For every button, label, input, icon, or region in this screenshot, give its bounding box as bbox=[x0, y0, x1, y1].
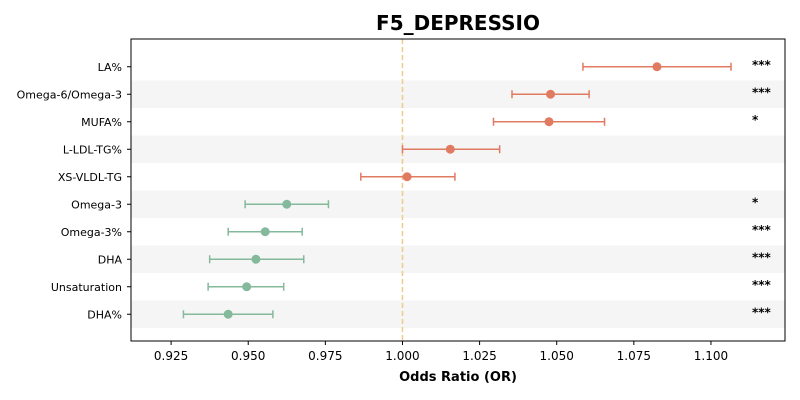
row-band bbox=[131, 80, 785, 108]
x-tick-label: 0.975 bbox=[308, 349, 342, 363]
or-point bbox=[242, 282, 252, 292]
x-tick-label: 1.050 bbox=[540, 349, 574, 363]
x-axis-label: Odds Ratio (OR) bbox=[399, 370, 517, 385]
significance-label: *** bbox=[752, 223, 772, 237]
y-tick-label: Unsaturation bbox=[51, 281, 122, 294]
or-point bbox=[546, 89, 556, 99]
y-tick-label: Omega-6/Omega-3 bbox=[17, 88, 122, 101]
y-tick-label: DHA bbox=[98, 253, 123, 266]
y-tick-label: L-LDL-TG% bbox=[63, 143, 122, 156]
y-tick-label: LA% bbox=[98, 61, 122, 74]
plot-frame bbox=[130, 38, 786, 342]
chart-title: F5_DEPRESSIO bbox=[376, 11, 540, 35]
significance-label: * bbox=[752, 195, 759, 209]
or-point bbox=[445, 144, 455, 154]
significance-label: *** bbox=[752, 278, 772, 292]
y-tick-label: Omega-3 bbox=[71, 198, 122, 211]
significance-label: *** bbox=[752, 85, 772, 99]
y-tick-label: XS-VLDL-TG bbox=[58, 171, 122, 184]
significance-label: * bbox=[752, 113, 759, 127]
or-point bbox=[402, 172, 412, 182]
significance-label: *** bbox=[752, 250, 772, 264]
significance-labels: ******************** bbox=[752, 58, 772, 320]
y-tick-label: MUFA% bbox=[81, 116, 122, 129]
y-tick-label: DHA% bbox=[87, 308, 122, 321]
row-band bbox=[131, 190, 785, 218]
or-point bbox=[652, 62, 662, 72]
data-marks bbox=[182, 62, 732, 319]
or-point bbox=[251, 254, 261, 264]
or-point bbox=[223, 309, 233, 319]
y-tick-label: Omega-3% bbox=[61, 226, 122, 239]
x-tick-label: 1.000 bbox=[385, 349, 419, 363]
or-point bbox=[260, 227, 270, 237]
x-tick-label: 1.075 bbox=[617, 349, 651, 363]
x-axis: 0.925 0.950 0.975 1.000 1.025 1.050 1.075 1.100 bbox=[154, 341, 728, 363]
x-tick-label: 1.025 bbox=[462, 349, 496, 363]
significance-label: *** bbox=[752, 305, 772, 319]
row-bands bbox=[131, 80, 785, 328]
x-tick-label: 1.100 bbox=[694, 349, 728, 363]
x-tick-label: 0.950 bbox=[231, 349, 265, 363]
y-axis-labels: LA% Omega-6/Omega-3 MUFA% L-LDL-TG% XS-VLDL-… bbox=[17, 61, 131, 321]
x-tick-label: 0.925 bbox=[154, 349, 188, 363]
significance-label: *** bbox=[752, 58, 772, 72]
or-point bbox=[544, 117, 554, 127]
or-point bbox=[282, 199, 292, 209]
